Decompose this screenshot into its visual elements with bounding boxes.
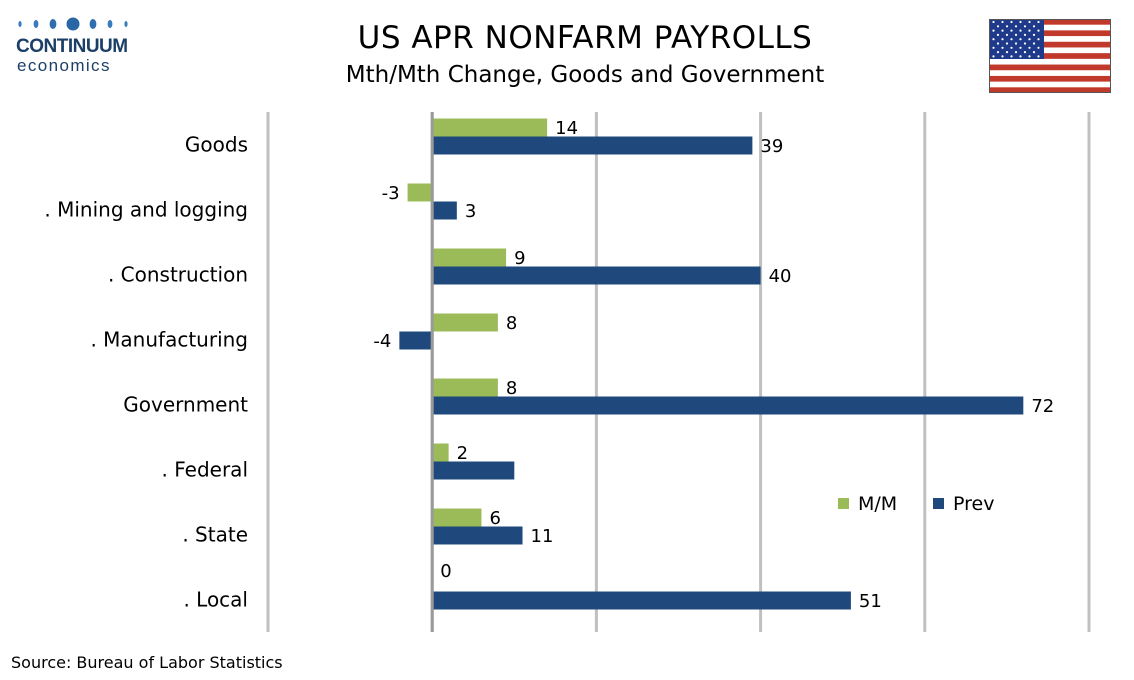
data-label: 8 [506, 378, 517, 399]
bar-prev [399, 331, 433, 350]
data-label: 72 [1031, 396, 1054, 417]
data-label: 14 [555, 118, 578, 139]
bar-prev [432, 201, 457, 220]
source-note: Source: Bureau of Labor Statistics [11, 653, 283, 672]
data-label: 39 [760, 136, 783, 157]
category-label: . Local [183, 588, 248, 612]
data-label: 9 [514, 248, 525, 269]
data-label: -4 [373, 331, 391, 352]
legend-label: M/M [858, 493, 897, 515]
data-label: 2 [457, 443, 468, 464]
us-flag-icon [989, 19, 1111, 93]
chart-title: US APR NONFARM PAYROLLS [357, 20, 813, 56]
logo-dots-icon [18, 17, 128, 31]
bar-mm [432, 118, 548, 137]
data-label: 8 [506, 313, 517, 334]
bar-prev [432, 461, 515, 480]
legend-swatch [838, 498, 849, 509]
bar-prev [432, 591, 851, 610]
legend-label: Prev [953, 493, 994, 515]
data-label: 11 [531, 526, 554, 547]
logo-tagline: economics [17, 56, 111, 75]
category-label: . Mining and logging [44, 198, 248, 222]
continuum-logo: CONTINUUM economics [14, 14, 134, 76]
category-label: . Construction [108, 263, 248, 287]
bar-prev [432, 396, 1024, 415]
category-label: Goods [185, 133, 248, 157]
chart-subtitle: Mth/Mth Change, Goods and Government [345, 62, 825, 88]
logo-wordmark: CONTINUUM [16, 36, 128, 57]
category-label: . Manufacturing [90, 328, 248, 352]
bar-mm [432, 443, 449, 462]
data-label: 0 [440, 561, 451, 582]
bar-mm [407, 183, 433, 202]
bar-mm [432, 378, 498, 397]
data-label: -3 [382, 183, 400, 204]
bar-mm [432, 248, 507, 267]
data-label: 40 [769, 266, 792, 287]
legend-swatch [933, 498, 944, 509]
data-label: 51 [859, 591, 882, 612]
bar-prev [432, 266, 761, 285]
data-label: 6 [489, 508, 500, 529]
category-label: Government [123, 393, 248, 417]
bar-mm [432, 313, 498, 332]
bar-prev [432, 526, 523, 545]
bar-prev [432, 136, 753, 155]
bar-mm [432, 508, 482, 527]
category-label: . Federal [162, 458, 248, 482]
category-label: . State [182, 523, 248, 547]
data-label: 3 [465, 201, 476, 222]
